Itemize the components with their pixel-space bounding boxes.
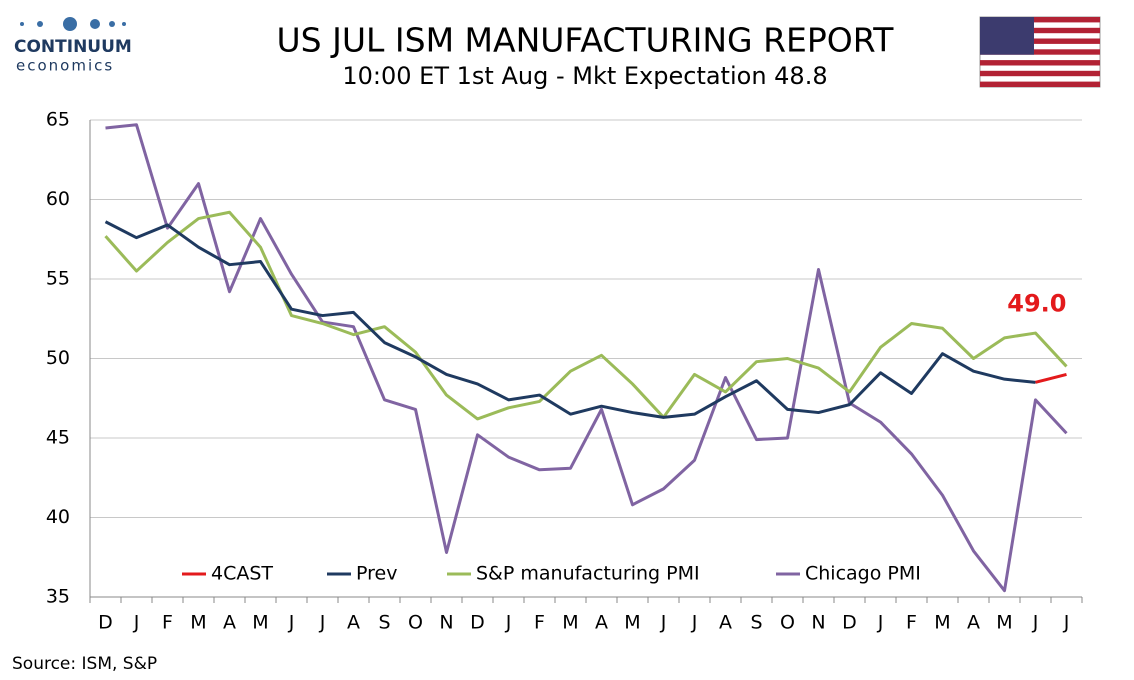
x-tick-label: N bbox=[811, 612, 825, 634]
x-tick-label: M bbox=[562, 612, 578, 634]
series-line bbox=[105, 123, 1068, 593]
y-tick-label: 65 bbox=[46, 109, 70, 131]
x-tick-label: M bbox=[190, 612, 206, 634]
series-line bbox=[104, 220, 1036, 419]
flag bbox=[979, 16, 1101, 88]
chart-subtitle: 10:00 ET 1st Aug - Mkt Expectation 48.8 bbox=[342, 62, 827, 90]
y-tick-label: 60 bbox=[46, 188, 70, 210]
x-tick-label: S bbox=[378, 612, 390, 634]
x-tick-label: D bbox=[470, 612, 485, 634]
logo-name: CONTINUUM bbox=[14, 37, 132, 57]
x-tick-label: M bbox=[252, 612, 268, 634]
x-tick-label: A bbox=[595, 612, 608, 634]
chart-title: US JUL ISM MANUFACTURING REPORT bbox=[277, 21, 895, 60]
x-tick-label: M bbox=[624, 612, 640, 634]
source-note: Source: ISM, S&P bbox=[12, 654, 157, 674]
x-tick-label: J bbox=[1063, 612, 1070, 634]
x-tick-label: O bbox=[780, 612, 795, 634]
x-tick-label: F bbox=[906, 612, 917, 634]
logo-tagline: economics bbox=[16, 57, 114, 75]
x-tick-label: A bbox=[719, 612, 732, 634]
y-tick-label: 45 bbox=[46, 427, 70, 449]
x-tick-label: A bbox=[223, 612, 236, 634]
x-tick-label: S bbox=[750, 612, 762, 634]
legend-label: 4CAST bbox=[211, 563, 273, 585]
x-tick-label: J bbox=[319, 612, 326, 634]
x-tick-label: M bbox=[996, 612, 1012, 634]
x-tick-label: A bbox=[967, 612, 980, 634]
x-tick-label: D bbox=[98, 612, 113, 634]
legend-label: Prev bbox=[356, 563, 397, 585]
y-tick-label: 55 bbox=[46, 268, 70, 290]
x-tick-label: N bbox=[439, 612, 453, 634]
x-tick-label: D bbox=[842, 612, 857, 634]
data-label: 49.0 bbox=[1007, 289, 1066, 317]
x-tick-label: O bbox=[408, 612, 423, 634]
series-line bbox=[104, 210, 1068, 421]
x-tick-label: J bbox=[877, 612, 884, 634]
x-tick-label: A bbox=[347, 612, 360, 634]
legend-label: S&P manufacturing PMI bbox=[476, 563, 700, 585]
series-line bbox=[1035, 372, 1067, 384]
x-tick-label: J bbox=[133, 612, 140, 634]
y-tick-label: 50 bbox=[46, 347, 70, 369]
x-tick-label: J bbox=[288, 612, 295, 634]
x-tick-label: J bbox=[1032, 612, 1039, 634]
x-tick-label: F bbox=[534, 612, 545, 634]
y-tick-label: 40 bbox=[46, 506, 70, 528]
x-tick-label: M bbox=[934, 612, 950, 634]
x-tick-label: J bbox=[691, 612, 698, 634]
x-tick-label: J bbox=[660, 612, 667, 634]
y-tick-label: 35 bbox=[46, 586, 70, 608]
logo: CONTINUUM economics bbox=[14, 17, 132, 75]
legend-label: Chicago PMI bbox=[805, 563, 921, 585]
x-tick-label: J bbox=[505, 612, 512, 634]
x-tick-label: F bbox=[162, 612, 173, 634]
